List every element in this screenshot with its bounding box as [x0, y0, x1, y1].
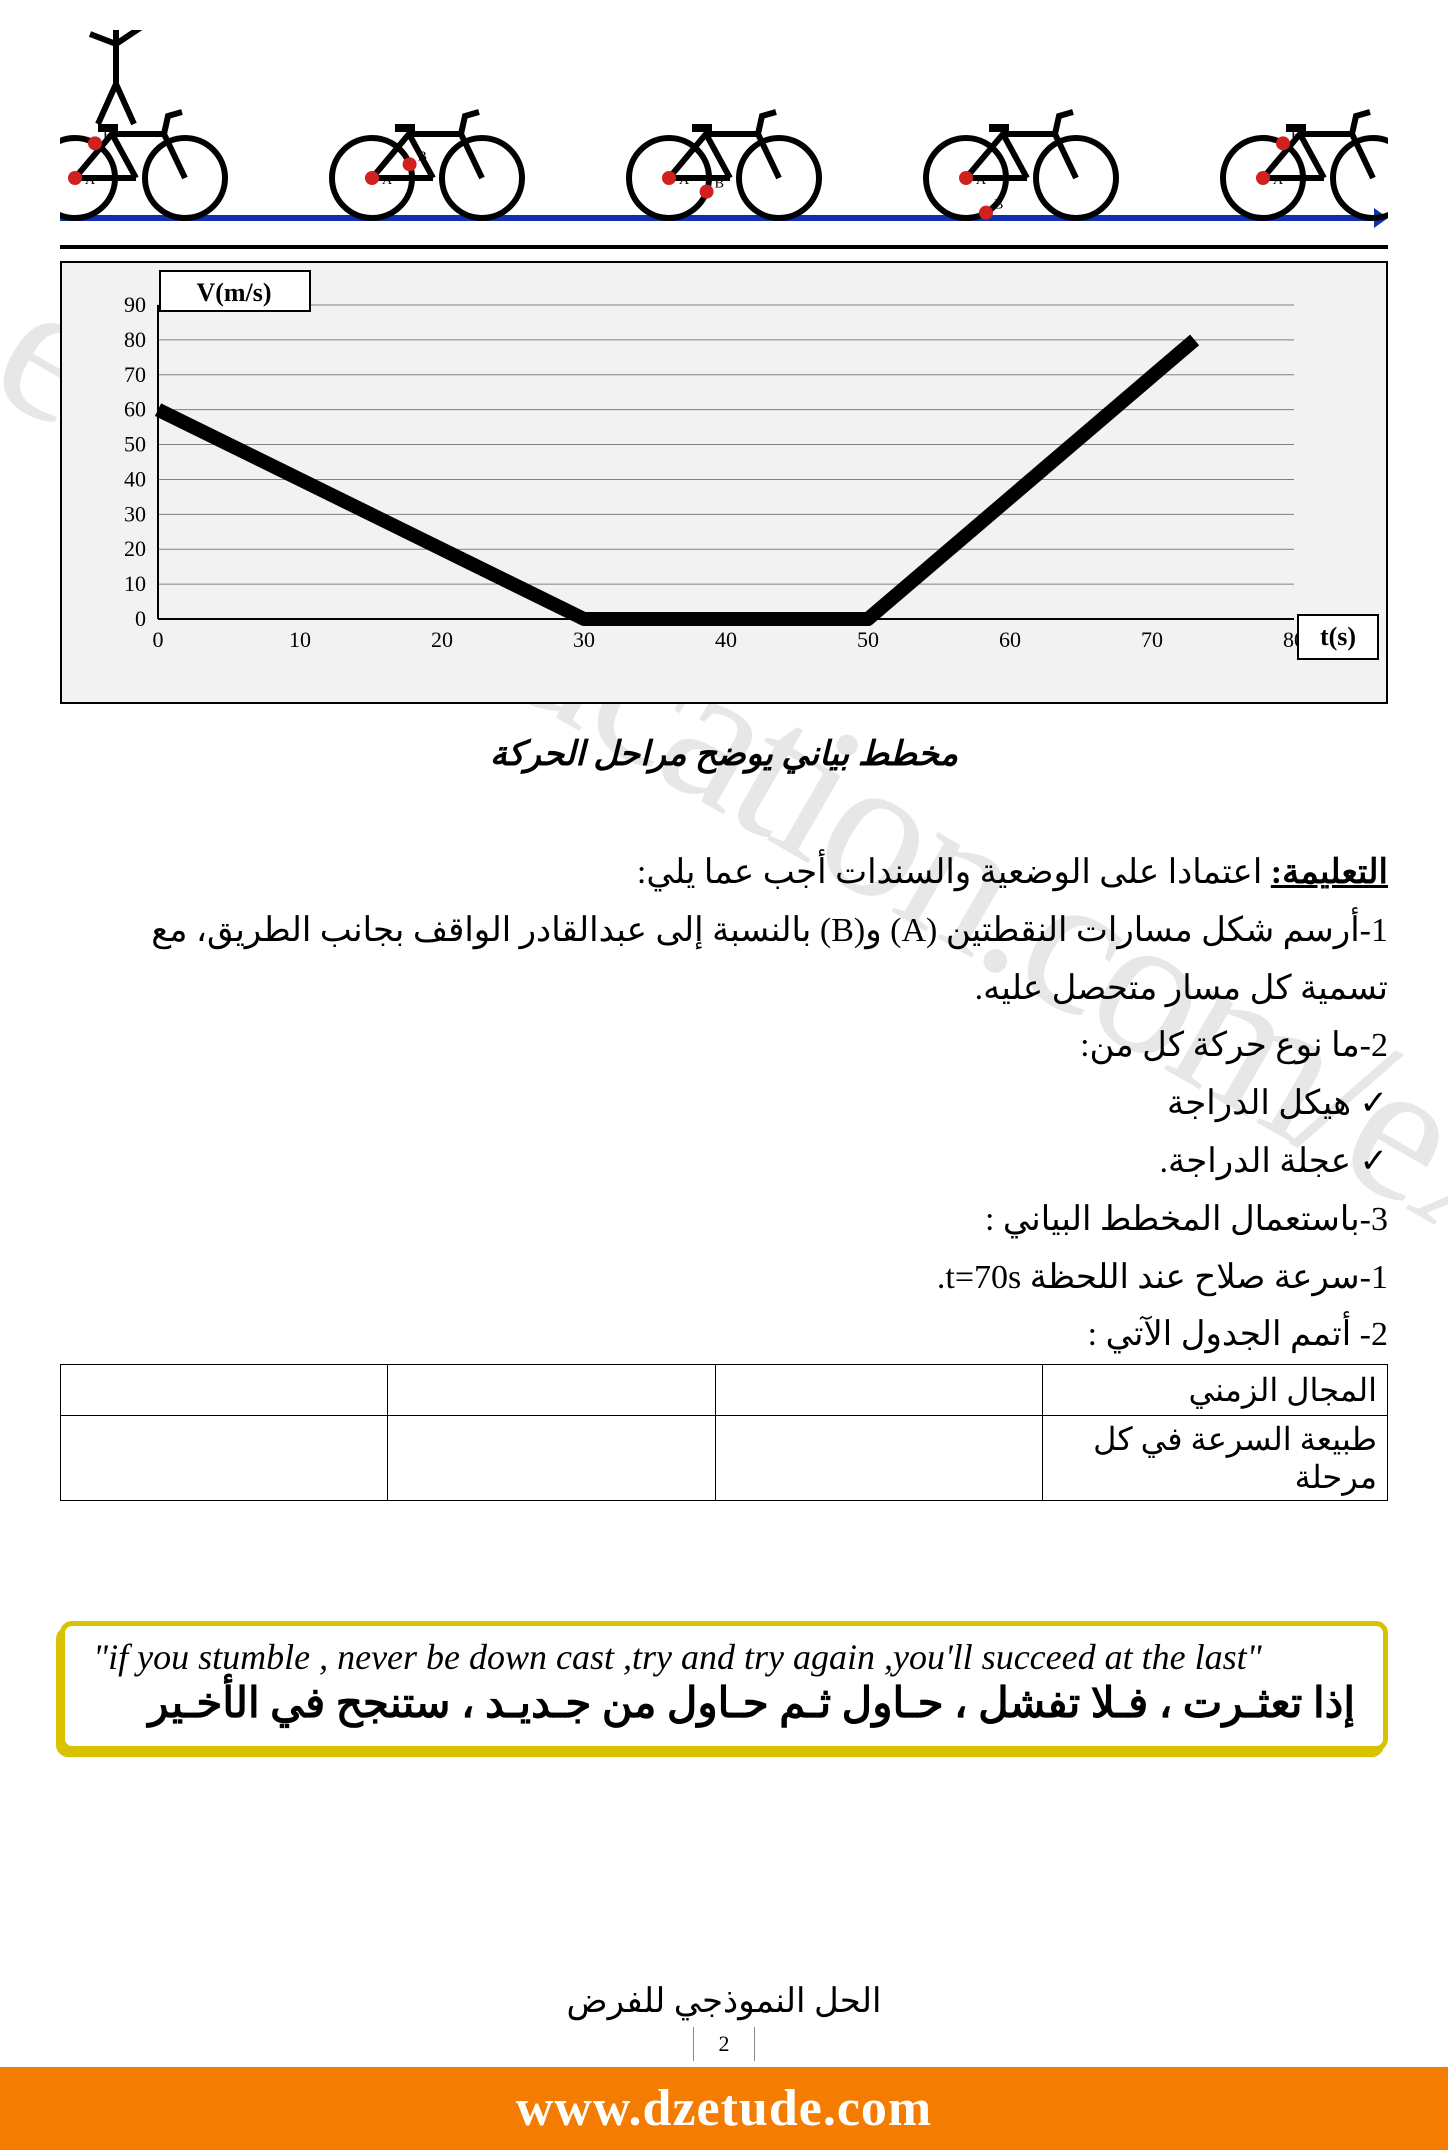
bicycles-figure: ABABABABAB [60, 30, 1388, 249]
row1-header: المجال الزمني [1042, 1365, 1387, 1416]
svg-text:0: 0 [153, 627, 164, 652]
footer-title: الحل النموذجي للفرض [60, 1981, 1388, 2021]
table-cell [61, 1365, 388, 1416]
question-3-2: 2- أتمم الجدول الآتي : [60, 1306, 1388, 1364]
svg-text:A: A [976, 173, 987, 188]
question-2b: ✓ عجلة الدراجة. [60, 1133, 1388, 1191]
question-3: 3-باستعمال المخطط البياني : [60, 1191, 1388, 1249]
svg-text:90: 90 [124, 292, 146, 317]
table-cell [715, 1416, 1042, 1501]
table-cell [61, 1416, 388, 1501]
table-cell [715, 1365, 1042, 1416]
svg-text:60: 60 [124, 397, 146, 422]
chart-caption: مخطط بياني يوضح مراحل الحركة [60, 734, 1388, 774]
svg-text:20: 20 [124, 536, 146, 561]
quote-box: "if you stumble , never be down cast ,tr… [60, 1621, 1388, 1751]
table-cell [388, 1416, 715, 1501]
instruction-lead: التعليمة: اعتمادا على الوضعية والسندات أ… [60, 844, 1388, 902]
table-row: طبيعة السرعة في كل مرحلة [61, 1416, 1388, 1501]
svg-text:30: 30 [124, 501, 146, 526]
svg-text:B: B [418, 149, 427, 164]
check-icon: ✓ [1360, 1084, 1389, 1122]
svg-text:50: 50 [857, 627, 879, 652]
svg-text:A: A [1273, 173, 1284, 188]
svg-text:B: B [103, 128, 112, 143]
q2a-text: هيكل الدراجة [1167, 1085, 1351, 1122]
bicycles-svg: ABABABABAB [60, 30, 1388, 240]
svg-text:B: B [994, 198, 1003, 213]
question-2a: ✓ هيكل الدراجة [60, 1075, 1388, 1133]
svg-text:A: A [382, 173, 393, 188]
svg-text:V(m/s): V(m/s) [196, 278, 271, 307]
svg-text:A: A [85, 173, 96, 188]
quote-arabic: إذا تعثـرت ، فـلا تفشل ، حـاول ثـم حـاول… [93, 1678, 1355, 1728]
svg-text:t(s): t(s) [1320, 622, 1356, 651]
svg-text:B: B [1291, 128, 1300, 143]
svg-text:0: 0 [135, 606, 146, 631]
svg-text:70: 70 [1141, 627, 1163, 652]
svg-text:10: 10 [124, 571, 146, 596]
svg-text:10: 10 [289, 627, 311, 652]
lead-label: التعليمة: [1271, 854, 1388, 891]
row2-header: طبيعة السرعة في كل مرحلة [1042, 1416, 1387, 1501]
velocity-chart-svg: 010203040506070809001020304050607080V(m/… [68, 269, 1384, 669]
question-1: 1-أرسم شكل مسارات النقطتين (A) و(B) بالن… [60, 902, 1388, 1018]
svg-text:70: 70 [124, 362, 146, 387]
footer-banner: www.dzetude.com [0, 2067, 1448, 2150]
q2b-text: عجلة الدراجة. [1160, 1143, 1351, 1180]
svg-text:40: 40 [715, 627, 737, 652]
svg-text:50: 50 [124, 432, 146, 457]
svg-text:30: 30 [573, 627, 595, 652]
svg-text:A: A [679, 173, 690, 188]
question-2: 2-ما نوع حركة كل من: [60, 1017, 1388, 1075]
answer-table: المجال الزمني طبيعة السرعة في كل مرحلة [60, 1364, 1388, 1501]
table-cell [388, 1365, 715, 1416]
lead-text: اعتمادا على الوضعية والسندات أجب عما يلي… [637, 854, 1271, 891]
quote-english: "if you stumble , never be down cast ,tr… [93, 1636, 1355, 1678]
question-3-1: 1-سرعة صلاح عند اللحظة t=70s. [60, 1249, 1388, 1307]
velocity-chart: 010203040506070809001020304050607080V(m/… [60, 261, 1388, 704]
svg-text:80: 80 [124, 327, 146, 352]
svg-text:B: B [715, 177, 724, 192]
page-number: 2 [693, 2027, 755, 2061]
svg-text:40: 40 [124, 466, 146, 491]
check-icon: ✓ [1360, 1142, 1389, 1180]
table-row: المجال الزمني [61, 1365, 1388, 1416]
svg-text:60: 60 [999, 627, 1021, 652]
svg-text:20: 20 [431, 627, 453, 652]
instructions-block: التعليمة: اعتمادا على الوضعية والسندات أ… [60, 844, 1388, 1364]
